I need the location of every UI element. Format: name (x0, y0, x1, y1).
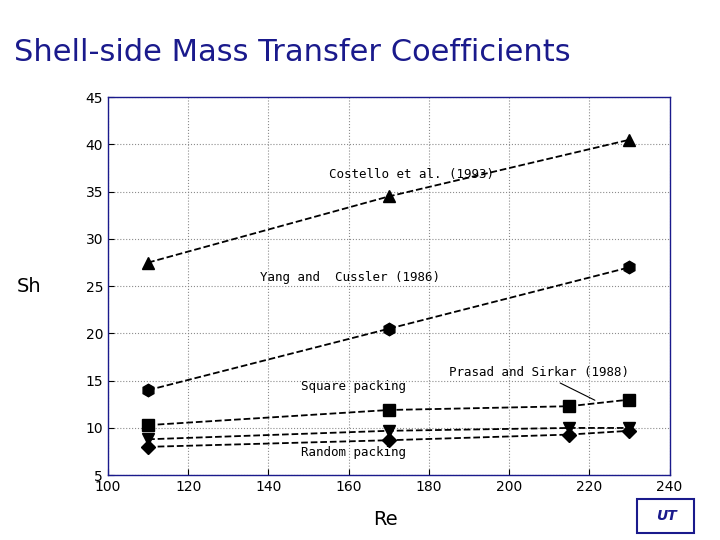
Text: Costello et al. (1993): Costello et al. (1993) (328, 167, 494, 180)
Text: Re: Re (373, 510, 397, 529)
Text: Prasad and Sirkar (1988): Prasad and Sirkar (1988) (449, 366, 629, 400)
Text: Yang and  Cussler (1986): Yang and Cussler (1986) (261, 272, 441, 285)
Text: Shell-side Mass Transfer Coefficients: Shell-side Mass Transfer Coefficients (14, 38, 571, 67)
Text: Sh: Sh (17, 276, 41, 296)
Text: Square packing: Square packing (300, 380, 405, 393)
FancyBboxPatch shape (637, 500, 694, 532)
Text: UT: UT (656, 509, 676, 523)
Text: Random packing: Random packing (300, 446, 405, 460)
